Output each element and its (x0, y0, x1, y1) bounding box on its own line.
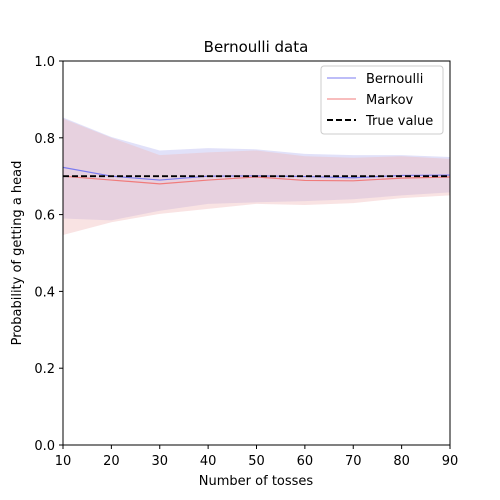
y-tick-label: 0.6 (34, 209, 55, 224)
legend: Bernoulli Markov True value (320, 65, 444, 135)
x-tick-label: 20 (103, 454, 120, 469)
y-tick-label: 0.4 (34, 285, 55, 300)
x-axis-title: Number of tosses (199, 474, 314, 489)
y-tick-label: 0.2 (34, 362, 55, 377)
x-tick-label: 60 (297, 454, 314, 469)
legend-label-bernoulli: Bernoulli (366, 72, 423, 87)
legend-label-true-value: True value (365, 114, 433, 129)
y-axis-title: Probability of getting a head (10, 161, 25, 346)
x-tick-label: 90 (442, 454, 459, 469)
x-tick-label: 40 (200, 454, 217, 469)
y-tick-label: 0.8 (34, 132, 55, 147)
x-tick-label: 10 (55, 454, 72, 469)
x-tick-label: 80 (393, 454, 410, 469)
x-tick-label: 50 (248, 454, 265, 469)
y-tick-label: 1.0 (34, 55, 55, 70)
y-axis-ticks: 0.0 0.2 0.4 0.6 0.8 1.0 (34, 55, 63, 454)
x-tick-label: 70 (345, 454, 362, 469)
legend-box (320, 65, 444, 135)
x-axis-ticks: 10 20 30 40 50 60 70 80 90 (55, 445, 459, 469)
legend-label-markov: Markov (366, 93, 414, 108)
band-bernoulli (63, 117, 450, 221)
x-tick-label: 30 (151, 454, 168, 469)
y-tick-label: 0.0 (34, 439, 55, 454)
chart-title: Bernoulli data (204, 38, 309, 56)
